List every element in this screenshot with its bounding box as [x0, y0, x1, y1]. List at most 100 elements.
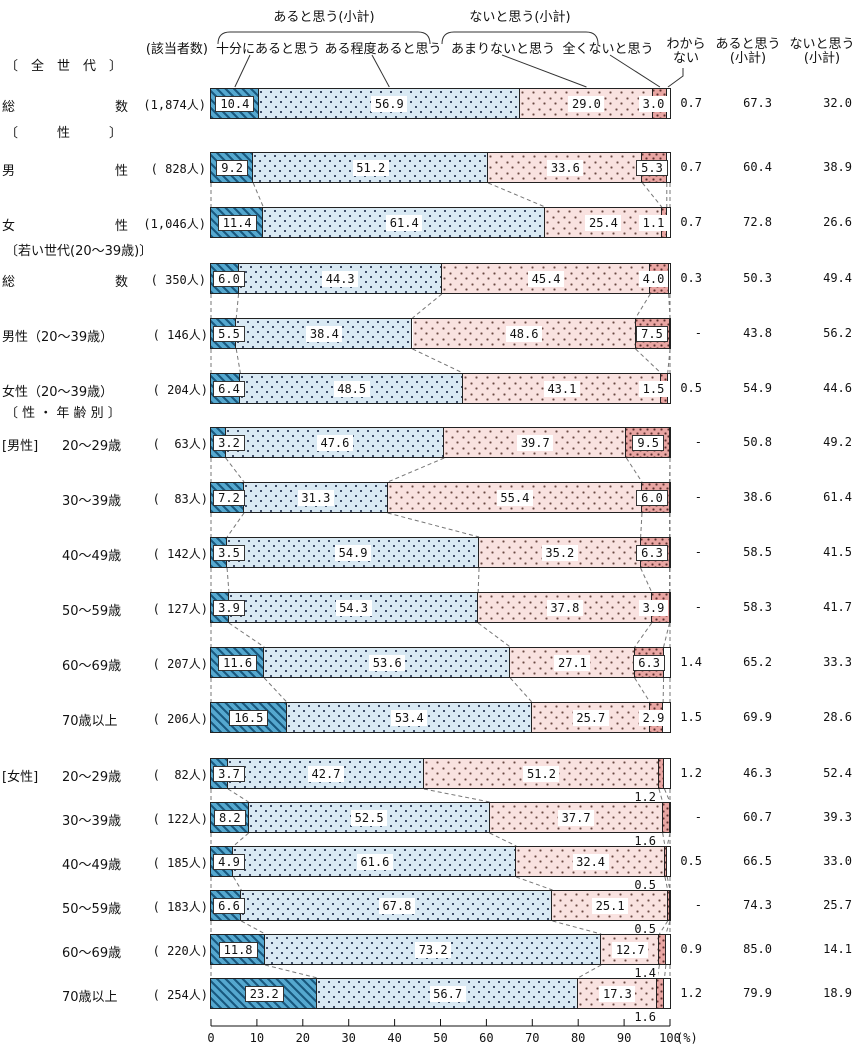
row-label-text: 総数	[2, 96, 128, 115]
aru-subtotal-value: 72.8	[743, 215, 772, 229]
segment-value-label: 11.6	[218, 655, 258, 671]
x-axis-tick-label: 60	[479, 1031, 494, 1045]
stacked-bar: 3.9 54.3 37.8 3.9	[210, 592, 671, 623]
row-label-prefix	[2, 854, 62, 873]
segment-value-label: 39.7	[517, 435, 554, 451]
x-axis-tick-label: 70	[525, 1031, 540, 1045]
segment-value-label: 6.0	[213, 271, 245, 287]
table-row: 30～39歳 ( 122人) 8.2 52.5 37.7 1.6 - 60.7 39.3	[0, 802, 858, 848]
stacked-bar: 6.6 67.8 25.1 0.5	[210, 890, 671, 936]
row-respondent-count: ( 83人)	[152, 492, 208, 506]
segment-value-label: 55.4	[496, 490, 533, 506]
aru-subtotal-value: 79.9	[743, 986, 772, 1000]
segment-value-label: 27.1	[554, 655, 591, 671]
segment-value-label: 11.8	[218, 942, 258, 958]
nai-subtotal-value: 14.1	[823, 942, 852, 956]
segment-value-label: 53.4	[391, 710, 428, 726]
segment-value-label-below: 1.6	[632, 1010, 658, 1024]
aru-subtotal-value: 65.2	[743, 655, 772, 669]
segment-value-label: 7.5	[636, 326, 668, 342]
table-row: 女性（20～39歳） ( 204人) 6.4 48.5 43.1 1.5 0.5 54.9 44…	[0, 373, 858, 404]
segment-value-label: 37.7	[558, 810, 595, 826]
row-label-text: 男性	[2, 160, 128, 179]
stacked-bar: 5.5 38.4 48.6 7.5	[210, 318, 671, 349]
segment-value-label: 38.4	[306, 326, 343, 342]
nai-subtotal-value: 26.6	[823, 215, 852, 229]
dont-know-value: 0.3	[680, 271, 702, 285]
segment-value-label: 3.0	[639, 96, 668, 112]
row-label-char: 性	[114, 164, 128, 179]
nai-subtotal-value: 25.7	[823, 898, 852, 912]
segment-value-label: 52.5	[351, 810, 388, 826]
table-row: 総数( 350人) 6.0 44.3 45.4 4.0 0.3 50.3 49.4	[0, 263, 858, 294]
row-label-char: 総	[2, 100, 16, 115]
table-row: 50～59歳 ( 183人) 6.6 67.8 25.1 0.5 - 74.3 25.7	[0, 890, 858, 936]
section-header: 〔若い世代(20～39歳)〕	[5, 244, 153, 259]
bar-segment-not-much	[601, 935, 660, 964]
x-axis-tick-label: 30	[341, 1031, 356, 1045]
row-label: 総 数 ( 350人)	[2, 271, 208, 290]
column-header-aru-line2: (小計)	[729, 51, 767, 66]
row-label: 女性（20～39歳） ( 204人)	[2, 381, 208, 400]
row-label-char: 総	[2, 275, 16, 290]
segment-value-label: 1.1	[639, 215, 668, 231]
segment-value-label: 3.2	[213, 435, 245, 451]
segment-value-label: 6.0	[636, 490, 668, 506]
stacked-bar: 3.2 47.6 39.7 9.5	[210, 427, 671, 458]
row-label-char: 男	[2, 164, 16, 179]
segment-value-label-below: 0.5	[632, 878, 658, 892]
section-header: 〔 全 世 代 〕	[5, 59, 123, 74]
column-header-aru-line1: あると思う	[715, 37, 781, 52]
segment-value-label: 10.4	[215, 96, 255, 112]
row-label-text: 20～29歳	[62, 439, 122, 454]
row-label-char: 数	[114, 275, 128, 290]
row-label-text: 20～29歳	[62, 770, 122, 785]
row-label-text: 女性（20～39歳）	[2, 385, 114, 400]
row-label-text: 30～39歳	[62, 814, 122, 829]
segment-value-label: 3.9	[213, 600, 245, 616]
x-axis-tick-label: 50	[433, 1031, 448, 1045]
segment-value-label: 61.6	[356, 854, 393, 870]
row-respondent-count: ( 183人)	[152, 900, 208, 914]
row-respondent-count: ( 122人)	[152, 812, 208, 826]
segment-value-label: 6.3	[636, 545, 668, 561]
bar-segment-somewhat	[317, 979, 578, 1008]
nai-subtotal-value: 18.9	[823, 986, 852, 1000]
dont-know-value: 1.5	[680, 710, 702, 724]
stacked-bar: 3.5 54.9 35.2 6.3	[210, 537, 671, 568]
table-row: 男性（20～39歳） ( 146人) 5.5 38.4 48.6 7.5 - 43.8 56.2	[0, 318, 858, 349]
bar-segment-somewhat	[240, 374, 463, 403]
segment-value-label: 3.9	[639, 600, 668, 616]
segment-value-label: 31.3	[297, 490, 334, 506]
table-row: [男性] 20～29歳 ( 63人) 3.2 47.6 39.7 9.5 - 50.8 49.2	[0, 427, 858, 458]
row-respondent-count: ( 207人)	[152, 657, 208, 671]
segment-value-label: 42.7	[307, 766, 344, 782]
segment-value-label: 56.9	[371, 96, 408, 112]
segment-value-label: 8.2	[213, 810, 246, 826]
x-axis-tick-label: 10	[249, 1031, 265, 1045]
stacked-bar: 9.2 51.2 33.6 5.3	[210, 152, 671, 183]
row-label-text: 30～39歳	[62, 494, 122, 509]
row-respondent-count: ( 63人)	[152, 437, 208, 451]
row-label: 60～69歳 ( 207人)	[2, 655, 208, 674]
row-respondent-count: ( 185人)	[152, 856, 208, 870]
aru-subtotal-value: 67.3	[743, 96, 772, 110]
stacked-bar: 23.2 56.7 17.3 1.6	[210, 978, 671, 1024]
dont-know-value: 0.7	[680, 215, 702, 229]
row-label-text: 40～49歳	[62, 549, 122, 564]
stacked-bar: 7.2 31.3 55.4 6.0	[210, 482, 671, 513]
bar-segment-not-at-all	[658, 759, 665, 788]
row-respondent-count: ( 350人)	[150, 273, 206, 287]
row-label-text: 50～59歳	[62, 902, 122, 917]
section-header: 〔 性 〕	[5, 126, 123, 141]
row-respondent-count: (1,874人)	[143, 98, 206, 112]
stacked-bar: 4.9 61.6 32.4 0.5	[210, 846, 671, 892]
bar-segment-not-at-all	[659, 935, 666, 964]
aru-subtotal-value: 38.6	[743, 490, 772, 504]
segment-value-label: 7.2	[213, 490, 245, 506]
row-respondent-count: ( 146人)	[152, 328, 208, 342]
row-label-prefix	[2, 898, 62, 917]
stacked-bar: 3.7 42.7 51.2 1.2	[210, 758, 671, 804]
table-row: 60～69歳 ( 220人) 11.8 73.2 12.7 1.4 0.9 85.0 14.1	[0, 934, 858, 980]
row-label-char: 数	[114, 100, 128, 115]
